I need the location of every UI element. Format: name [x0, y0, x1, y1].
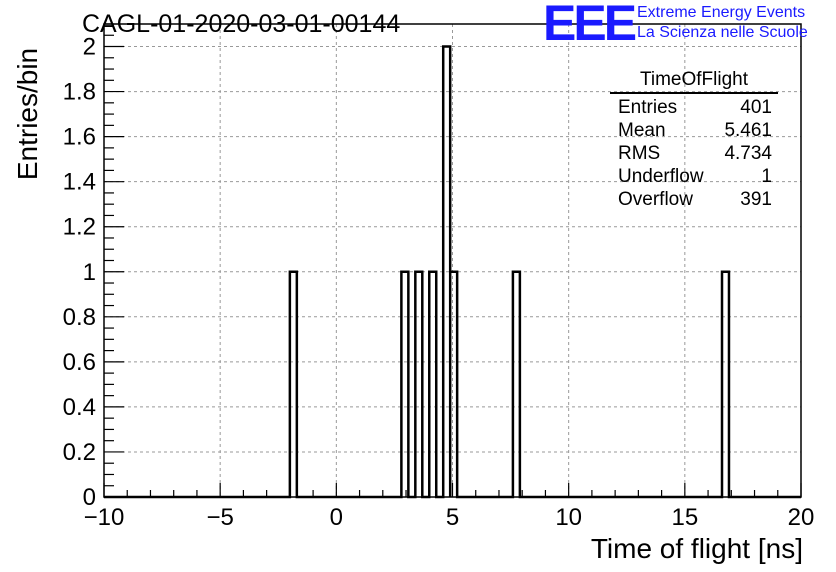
stats-row-entries: Entries 401 [610, 96, 778, 119]
logo-text: Extreme Energy Events La Scienza nelle S… [637, 3, 808, 43]
x-tick-label: 5 [446, 504, 459, 531]
y-axis-label: Entries/bin [12, 47, 43, 181]
stats-row-rms: RMS 4.734 [610, 142, 778, 165]
logo-line-1: Extreme Energy Events [637, 4, 806, 21]
y-tick-label: 1.4 [63, 169, 96, 196]
y-tick-label: 0.4 [63, 394, 96, 421]
x-tick-label: 20 [788, 504, 815, 531]
stats-label: Overflow [618, 189, 693, 210]
y-tick-label: 0 [83, 484, 96, 511]
y-tick-label: 1 [83, 259, 96, 286]
y-tick-label: 1.6 [63, 124, 96, 151]
stats-value: 401 [740, 97, 772, 118]
stats-title: TimeOfFlight [610, 68, 778, 94]
eee-logo: EEE [543, 0, 637, 51]
stats-box: TimeOfFlight Entries 401 Mean 5.461 RMS … [610, 68, 778, 211]
chart-title: CAGL-01-2020-03-01-00144 [82, 10, 401, 38]
stats-row-mean: Mean 5.461 [610, 119, 778, 142]
stats-label: Mean [618, 120, 666, 141]
stats-row-underflow: Underflow 1 [610, 165, 778, 188]
stats-value: 5.461 [724, 120, 772, 141]
x-tick-label: −5 [206, 504, 233, 531]
x-tick-label: 15 [671, 504, 698, 531]
stats-label: Underflow [618, 166, 704, 187]
y-tick-label: 0.2 [63, 439, 96, 466]
y-tick-label: 1.2 [63, 214, 96, 241]
stats-label: RMS [618, 143, 661, 164]
y-tick-label: 0.6 [63, 349, 96, 376]
y-tick-label: 1.8 [63, 79, 96, 106]
x-axis-label: Time of flight [ns] [590, 533, 803, 564]
y-tick-label: 0.8 [63, 304, 96, 331]
stats-value: 1 [761, 166, 772, 187]
x-tick-label: 10 [555, 504, 582, 531]
x-tick-label: −10 [84, 504, 125, 531]
logo-line-2: La Scienza nelle Scuole [637, 24, 808, 41]
stats-label: Entries [618, 97, 678, 118]
stats-value: 391 [740, 189, 772, 210]
y-tick-label: 2 [83, 34, 96, 61]
stats-row-overflow: Overflow 391 [610, 188, 778, 211]
x-tick-label: 0 [330, 504, 343, 531]
stats-value: 4.734 [724, 143, 772, 164]
